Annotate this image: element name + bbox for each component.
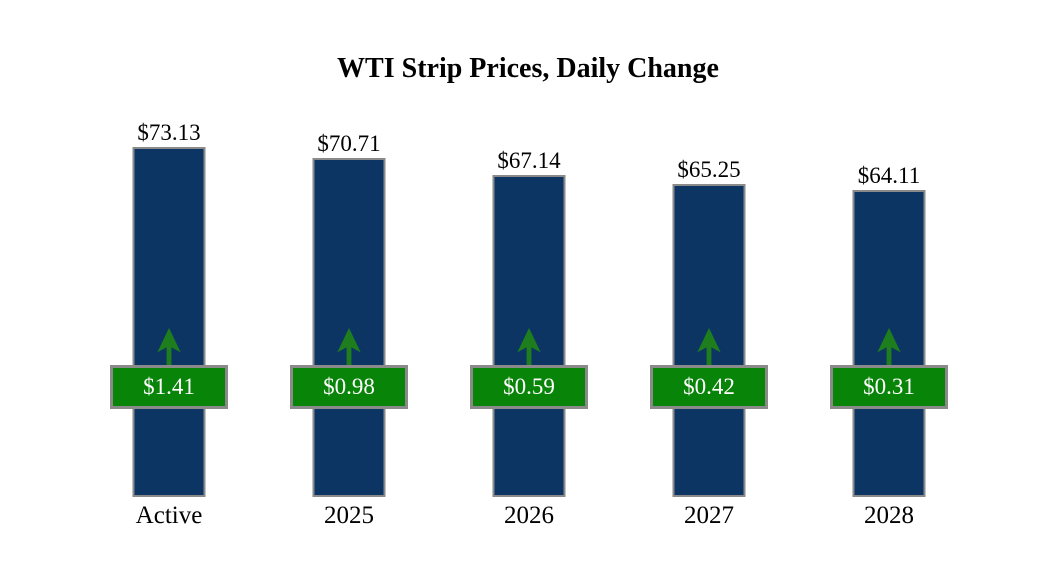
up-arrow-icon xyxy=(157,328,181,365)
change-badge: $0.59 xyxy=(470,365,588,409)
bar xyxy=(132,147,206,497)
chart-title: WTI Strip Prices, Daily Change xyxy=(337,53,719,84)
change-badge-label: $0.31 xyxy=(863,374,915,399)
up-arrow-icon xyxy=(697,328,721,365)
bar-column: $73.13 $1.41 Active xyxy=(79,0,259,576)
price-label: $64.11 xyxy=(857,162,921,188)
change-badge: $0.42 xyxy=(650,365,768,409)
category-label: 2028 xyxy=(864,502,914,529)
price-label: $65.25 xyxy=(677,156,741,182)
up-arrow-icon xyxy=(877,328,901,365)
price-label: $73.13 xyxy=(137,119,201,145)
up-arrow-icon xyxy=(337,328,361,365)
up-arrow-icon xyxy=(517,328,541,365)
category-label: 2026 xyxy=(504,502,554,529)
change-badge: $1.41 xyxy=(110,365,228,409)
change-badge-label: $0.59 xyxy=(503,374,555,399)
bar-column: $70.71 $0.98 2025 xyxy=(259,0,439,576)
category-label: Active xyxy=(135,502,203,529)
change-badge-label: $0.98 xyxy=(323,374,375,399)
change-badge: $0.31 xyxy=(830,365,948,409)
bar-column: $64.11 $0.31 2028 xyxy=(799,0,979,576)
change-badge: $0.98 xyxy=(290,365,408,409)
bar-column: $67.14 $0.59 2026 xyxy=(439,0,619,576)
category-label: 2025 xyxy=(324,502,374,529)
change-badge-label: $1.41 xyxy=(143,374,195,399)
bar xyxy=(312,158,386,497)
change-badge-label: $0.42 xyxy=(683,374,735,399)
bar-column: $65.25 $0.42 2027 xyxy=(619,0,799,576)
category-label: 2027 xyxy=(684,502,734,529)
price-label: $67.14 xyxy=(497,147,561,173)
price-label: $70.71 xyxy=(317,130,381,156)
